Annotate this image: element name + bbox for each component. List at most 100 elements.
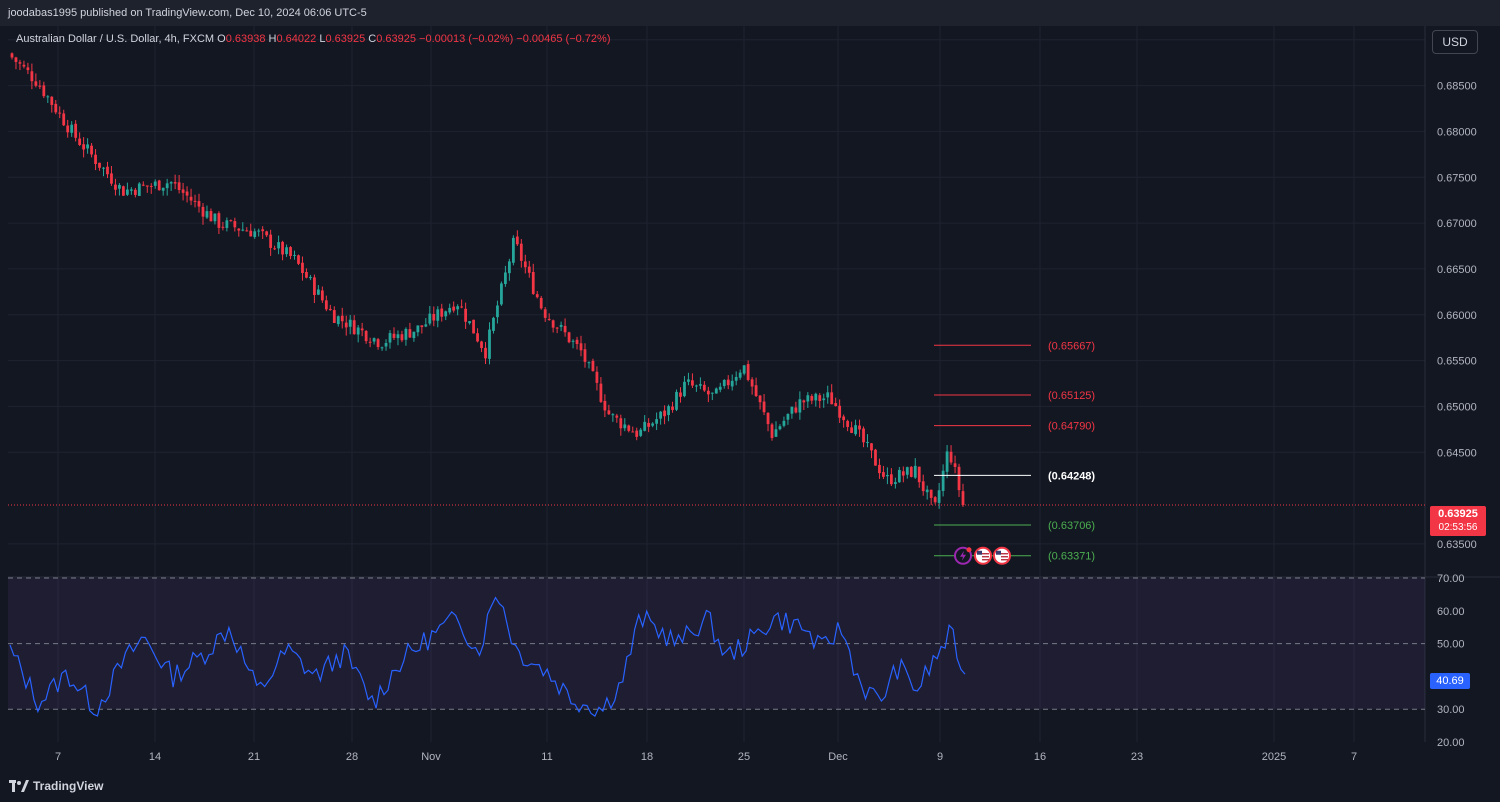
currency-button[interactable]: USD [1432, 30, 1478, 54]
candle-body [850, 427, 853, 433]
candle-body [201, 206, 205, 217]
time-tick-label: Nov [421, 751, 441, 763]
candle [945, 445, 949, 479]
candle [826, 385, 830, 404]
candle [106, 161, 109, 179]
price-tick-label: 0.67000 [1437, 218, 1477, 230]
candle-body [615, 415, 619, 418]
candle [492, 316, 495, 334]
tradingview-logo[interactable]: TradingView [9, 779, 103, 793]
current-price-badge: 0.63925 02:53:56 [1430, 506, 1486, 536]
candle [762, 394, 766, 416]
candle [750, 377, 754, 395]
candle [133, 187, 137, 198]
candle-body [440, 308, 444, 317]
candle-body [543, 309, 547, 318]
candle [440, 303, 444, 322]
candle [531, 263, 535, 295]
candle [157, 179, 161, 191]
candle-body [189, 196, 193, 201]
rsi-line [9, 596, 966, 718]
candle-body [432, 313, 436, 321]
candle-body [229, 220, 233, 222]
us-flag-event-icon [993, 546, 1011, 565]
candle [655, 412, 659, 431]
candle [408, 322, 412, 339]
candle-body [496, 305, 499, 318]
candle-body [368, 341, 372, 343]
candle-body [261, 229, 265, 232]
candle [866, 434, 869, 448]
candle-countdown: 02:53:56 [1438, 522, 1478, 533]
candle [66, 119, 70, 138]
candle [273, 245, 277, 251]
candle [893, 477, 897, 489]
candle-body [122, 186, 125, 196]
candle [901, 466, 905, 483]
symbol-legend: Australian Dollar / U.S. Dollar, 4h, FXC… [16, 33, 610, 45]
candle [547, 313, 551, 321]
candle-body [241, 229, 245, 231]
candle [404, 327, 408, 346]
candle-body [603, 400, 607, 411]
candles [10, 52, 965, 509]
candle-body [579, 343, 583, 351]
candle-body [507, 261, 511, 274]
low-label: L [319, 33, 326, 45]
candle [603, 394, 607, 418]
time-tick-label: 7 [55, 751, 61, 763]
candle [814, 392, 818, 407]
candle-body [364, 331, 368, 342]
candle-body [698, 384, 702, 386]
candle [448, 303, 452, 315]
candle [687, 372, 690, 386]
candle [830, 384, 834, 405]
candle [125, 182, 129, 196]
candle-body [941, 470, 945, 491]
candle-body [277, 242, 280, 249]
candle-body [738, 372, 742, 378]
candle [38, 80, 42, 90]
candle [289, 246, 292, 260]
event-markers [954, 546, 1011, 565]
candle [957, 463, 961, 497]
candle [396, 330, 400, 346]
candle [22, 60, 26, 69]
candle [137, 182, 141, 196]
candle-body [309, 276, 312, 279]
candle [98, 162, 101, 171]
candle-body [145, 185, 149, 187]
candle [309, 274, 312, 281]
candle-body [663, 410, 666, 417]
candle-body [500, 283, 503, 305]
candle-body [86, 144, 89, 149]
candle [456, 304, 460, 316]
candle-body [273, 248, 277, 250]
candle [265, 230, 269, 237]
candle [177, 174, 181, 194]
candle [400, 330, 404, 343]
candle-body [313, 277, 316, 295]
candle [436, 306, 440, 328]
candle [161, 187, 165, 196]
candle [961, 483, 965, 507]
published-bar: joodabas1995 published on TradingView.co… [0, 0, 1500, 26]
candle-body [26, 67, 30, 71]
level-label: (0.63706) [1048, 520, 1095, 532]
candle-body [30, 71, 34, 82]
candle [149, 183, 153, 194]
candle-body [806, 395, 810, 402]
candle [886, 467, 889, 485]
candle [26, 62, 30, 75]
candle-body [957, 466, 961, 491]
candle [372, 337, 376, 345]
candle [253, 228, 257, 239]
candle [480, 340, 483, 353]
candle-body [623, 424, 627, 429]
candle-body [691, 380, 694, 386]
candle [412, 331, 416, 342]
candle-body [253, 231, 257, 237]
time-tick-label: 16 [1034, 751, 1046, 763]
current-price-value: 0.63925 [1438, 508, 1478, 520]
